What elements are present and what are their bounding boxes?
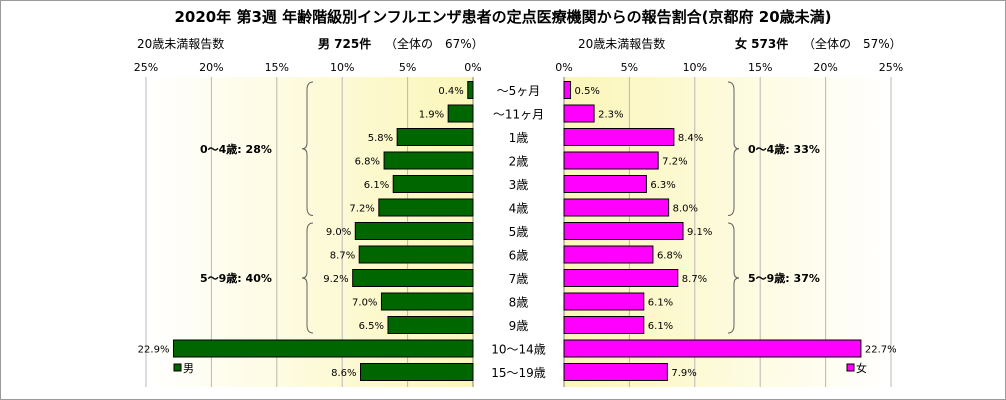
category-label: 10～14歳	[491, 343, 546, 357]
male-group-note-5-9: 5～9歳: 40%	[200, 271, 272, 285]
male-bar	[352, 269, 474, 287]
female-bar	[563, 245, 654, 264]
male-brace-0-4	[301, 81, 314, 216]
male-data-label: 6.8%	[355, 157, 380, 168]
male-data-label: 6.1%	[364, 180, 389, 191]
female-bar	[563, 292, 645, 311]
male-data-label: 9.2%	[323, 274, 348, 285]
tick-label-left: 25%	[134, 61, 158, 74]
female-data-label: 6.8%	[657, 251, 682, 262]
category-label: 7歳	[509, 272, 529, 286]
tick-label-right: 10%	[683, 61, 707, 74]
male-bar	[380, 292, 474, 311]
male-data-label: 9.0%	[326, 227, 351, 238]
tick-label-right: 20%	[813, 61, 837, 74]
male-header-label: 20歳未満報告数	[137, 37, 225, 51]
female-bar	[563, 128, 675, 146]
tick-label-left: 10%	[330, 61, 354, 74]
female-bar	[563, 222, 684, 240]
male-data-label: 0.4%	[438, 86, 463, 97]
chart-title: 2020年 第3週 年齢階級別インフルエンザ患者の定点医療機関からの報告割合(京…	[174, 8, 832, 26]
female-data-label: 6.3%	[650, 180, 675, 191]
male-header-share: （全体の 67%）	[385, 37, 484, 51]
category-label: 4歳	[509, 202, 529, 216]
male-data-label: 8.6%	[331, 368, 356, 379]
category-label: ～11ヶ月	[493, 108, 544, 122]
tick-label-left: 0%	[464, 61, 481, 74]
tick-label-right: 0%	[555, 61, 572, 74]
female-data-label: 8.4%	[678, 133, 703, 144]
female-data-label: 6.1%	[648, 298, 673, 309]
female-header-share: （全体の 57%）	[803, 37, 902, 51]
male-bar	[387, 316, 474, 334]
female-bar	[563, 81, 572, 99]
category-label: 5歳	[509, 225, 529, 239]
female-bar	[563, 151, 659, 170]
female-group-note-0-4: 0～4歳: 33%	[748, 142, 820, 156]
male-data-label: 1.9%	[419, 110, 444, 121]
male-group-note-0-4: 0～4歳: 28%	[200, 142, 272, 156]
male-bar	[358, 245, 474, 264]
legend-swatch-male	[173, 363, 182, 372]
female-data-label: 7.2%	[662, 157, 687, 168]
tick-label-left: 20%	[199, 61, 223, 74]
female-data-label: 8.7%	[682, 274, 707, 285]
category-label: 9歳	[509, 319, 529, 333]
female-header-label: 20歳未満報告数	[578, 37, 666, 51]
tick-label-right: 25%	[879, 61, 903, 74]
female-bar	[563, 363, 668, 381]
male-bar	[396, 128, 474, 146]
male-bar	[447, 104, 474, 123]
category-label: 2歳	[509, 155, 529, 169]
male-data-label: 7.2%	[349, 204, 374, 215]
male-bar	[392, 175, 474, 193]
female-bar	[563, 104, 595, 123]
male-bar	[354, 222, 474, 240]
tick-label-left: 5%	[399, 61, 416, 74]
female-bar	[563, 198, 670, 217]
legend-label-male: 男	[183, 362, 194, 375]
legend-label-female: 女	[856, 361, 867, 375]
tick-label-right: 15%	[748, 61, 772, 74]
female-header-count: 女 573件	[735, 37, 789, 51]
female-bar	[563, 175, 647, 193]
category-label: 6歳	[509, 249, 529, 263]
female-data-label: 22.7%	[865, 345, 897, 356]
female-group-note-5-9: 5～9歳: 37%	[748, 271, 820, 285]
legend-swatch-female	[846, 363, 855, 372]
tick-label-left: 15%	[265, 61, 289, 74]
category-label: 1歳	[509, 131, 529, 145]
category-label: 8歳	[509, 296, 529, 310]
category-label: 15～19歳	[491, 366, 546, 380]
female-data-label: 0.5%	[575, 86, 600, 97]
female-data-label: 7.9%	[671, 368, 696, 379]
male-data-label: 22.9%	[138, 345, 170, 356]
male-header-count: 男 725件	[318, 37, 372, 51]
male-bar	[383, 151, 474, 170]
female-bar	[563, 269, 679, 287]
female-bar	[563, 316, 645, 334]
tick-label-right: 5%	[621, 61, 638, 74]
category-label: 3歳	[509, 178, 529, 192]
male-data-label: 7.0%	[352, 298, 377, 309]
female-data-label: 6.1%	[648, 321, 673, 332]
male-bar	[360, 363, 474, 381]
male-brace-5-9	[301, 222, 314, 334]
male-data-label: 8.7%	[330, 251, 355, 262]
male-data-label: 5.8%	[368, 133, 393, 144]
female-brace-5-9	[727, 222, 740, 334]
female-data-label: 2.3%	[598, 110, 623, 121]
male-data-label: 6.5%	[359, 321, 384, 332]
male-bar	[378, 198, 474, 217]
female-bar	[563, 339, 862, 358]
female-brace-0-4	[727, 81, 740, 216]
female-data-label: 8.0%	[673, 204, 698, 215]
male-bar	[172, 339, 474, 358]
category-label: ～5ヶ月	[497, 84, 541, 98]
female-data-label: 9.1%	[687, 227, 712, 238]
male-bar	[467, 81, 474, 99]
